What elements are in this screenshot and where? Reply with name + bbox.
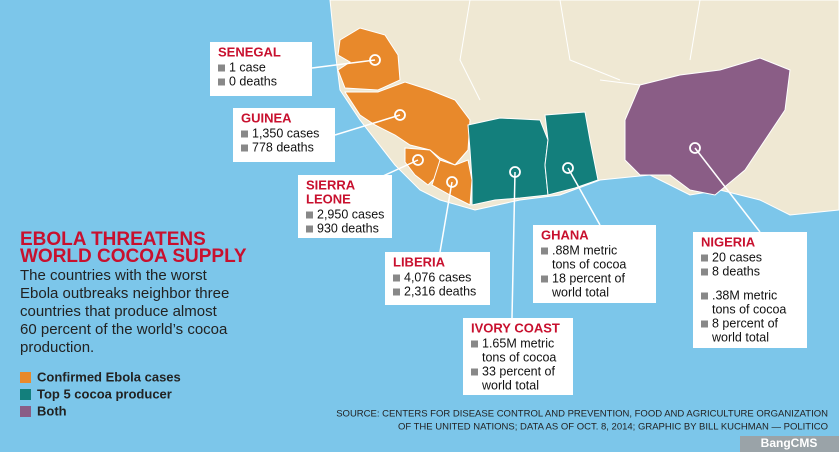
country-name: SENEGAL (218, 44, 281, 59)
country-detail: 20 cases (712, 250, 762, 264)
source: OF THE UNITED NATIONS; DATA AS OF OCT. 8… (398, 422, 828, 433)
country-box (693, 232, 807, 348)
title: EBOLA THREATENS (20, 229, 206, 250)
legend-swatch (20, 406, 31, 417)
country-name: LIBERIA (393, 254, 446, 269)
country-box (210, 42, 312, 96)
bullet (541, 275, 548, 283)
country-shape (467, 117, 549, 206)
country-name: GUINEA (241, 110, 292, 125)
country-name: SIERRA (306, 177, 356, 192)
subtitle: countries that produce almost (20, 303, 218, 320)
bullet (471, 340, 478, 348)
country-detail: world total (551, 285, 609, 299)
bullet (306, 225, 313, 233)
bullet (701, 292, 708, 300)
country-detail: 33 percent of (482, 364, 555, 378)
country-name: IVORY COAST (471, 320, 560, 335)
country-detail: world total (711, 330, 769, 344)
legend-label: Confirmed Ebola cases (37, 369, 181, 384)
subtitle: The countries with the worst (20, 267, 208, 284)
country-detail: 2,950 cases (317, 207, 384, 221)
country-detail: tons of cocoa (552, 257, 626, 271)
bullet (241, 130, 248, 138)
bullet (471, 368, 478, 376)
country-detail: .38M metric (712, 288, 777, 302)
country-detail: 18 percent of (552, 271, 625, 285)
country-box (298, 175, 392, 238)
country-detail: 2,316 deaths (404, 284, 476, 298)
country-detail: 8 deaths (712, 264, 760, 278)
country-name: LEONE (306, 191, 351, 206)
country-shape (624, 57, 791, 196)
country-detail: 1,350 cases (252, 126, 319, 140)
bullet (393, 274, 400, 282)
title: WORLD COCOA SUPPLY (20, 246, 247, 267)
country-detail: 4,076 cases (404, 270, 471, 284)
country-box (533, 225, 656, 303)
country-detail: 778 deaths (252, 140, 314, 154)
country-shape (544, 111, 599, 196)
bullet (541, 247, 548, 255)
bullet (241, 144, 248, 152)
bullet (701, 268, 708, 276)
bullet (393, 288, 400, 296)
country-detail: tons of cocoa (482, 350, 556, 364)
subtitle: Ebola outbreaks neighbor three (20, 285, 229, 302)
country-detail: 0 deaths (229, 74, 277, 88)
country-detail: tons of cocoa (712, 302, 786, 316)
bullet (306, 211, 313, 219)
subtitle: production. (20, 339, 94, 356)
watermark-bar (740, 436, 839, 452)
legend-label: Top 5 cocoa producer (37, 386, 172, 401)
legend-label: Both (37, 403, 67, 418)
country-name: NIGERIA (701, 234, 756, 249)
country-detail: world total (481, 378, 539, 392)
country-detail: 1 case (229, 60, 266, 74)
country-detail: 1.65M metric (482, 336, 554, 350)
subtitle: 60 percent of the world’s cocoa (20, 321, 228, 338)
country-name: GHANA (541, 227, 589, 242)
legend-swatch (20, 372, 31, 383)
country-box (385, 252, 490, 305)
borders (459, 0, 701, 101)
legend-swatch (20, 389, 31, 400)
bullet (218, 78, 225, 86)
bullet (218, 64, 225, 72)
watermark: BangCMS (761, 436, 818, 450)
country-box (233, 108, 335, 162)
pointers (311, 59, 761, 319)
pointer-dots (369, 54, 701, 188)
bullet (701, 320, 708, 328)
country-box (463, 318, 573, 395)
source: SOURCE: CENTERS FOR DISEASE CONTROL AND … (336, 409, 828, 420)
country-detail: 8 percent of (712, 316, 779, 330)
bullet (701, 254, 708, 262)
country-detail: 930 deaths (317, 221, 379, 235)
country-detail: .88M metric (552, 243, 617, 257)
country-shape (337, 27, 401, 91)
